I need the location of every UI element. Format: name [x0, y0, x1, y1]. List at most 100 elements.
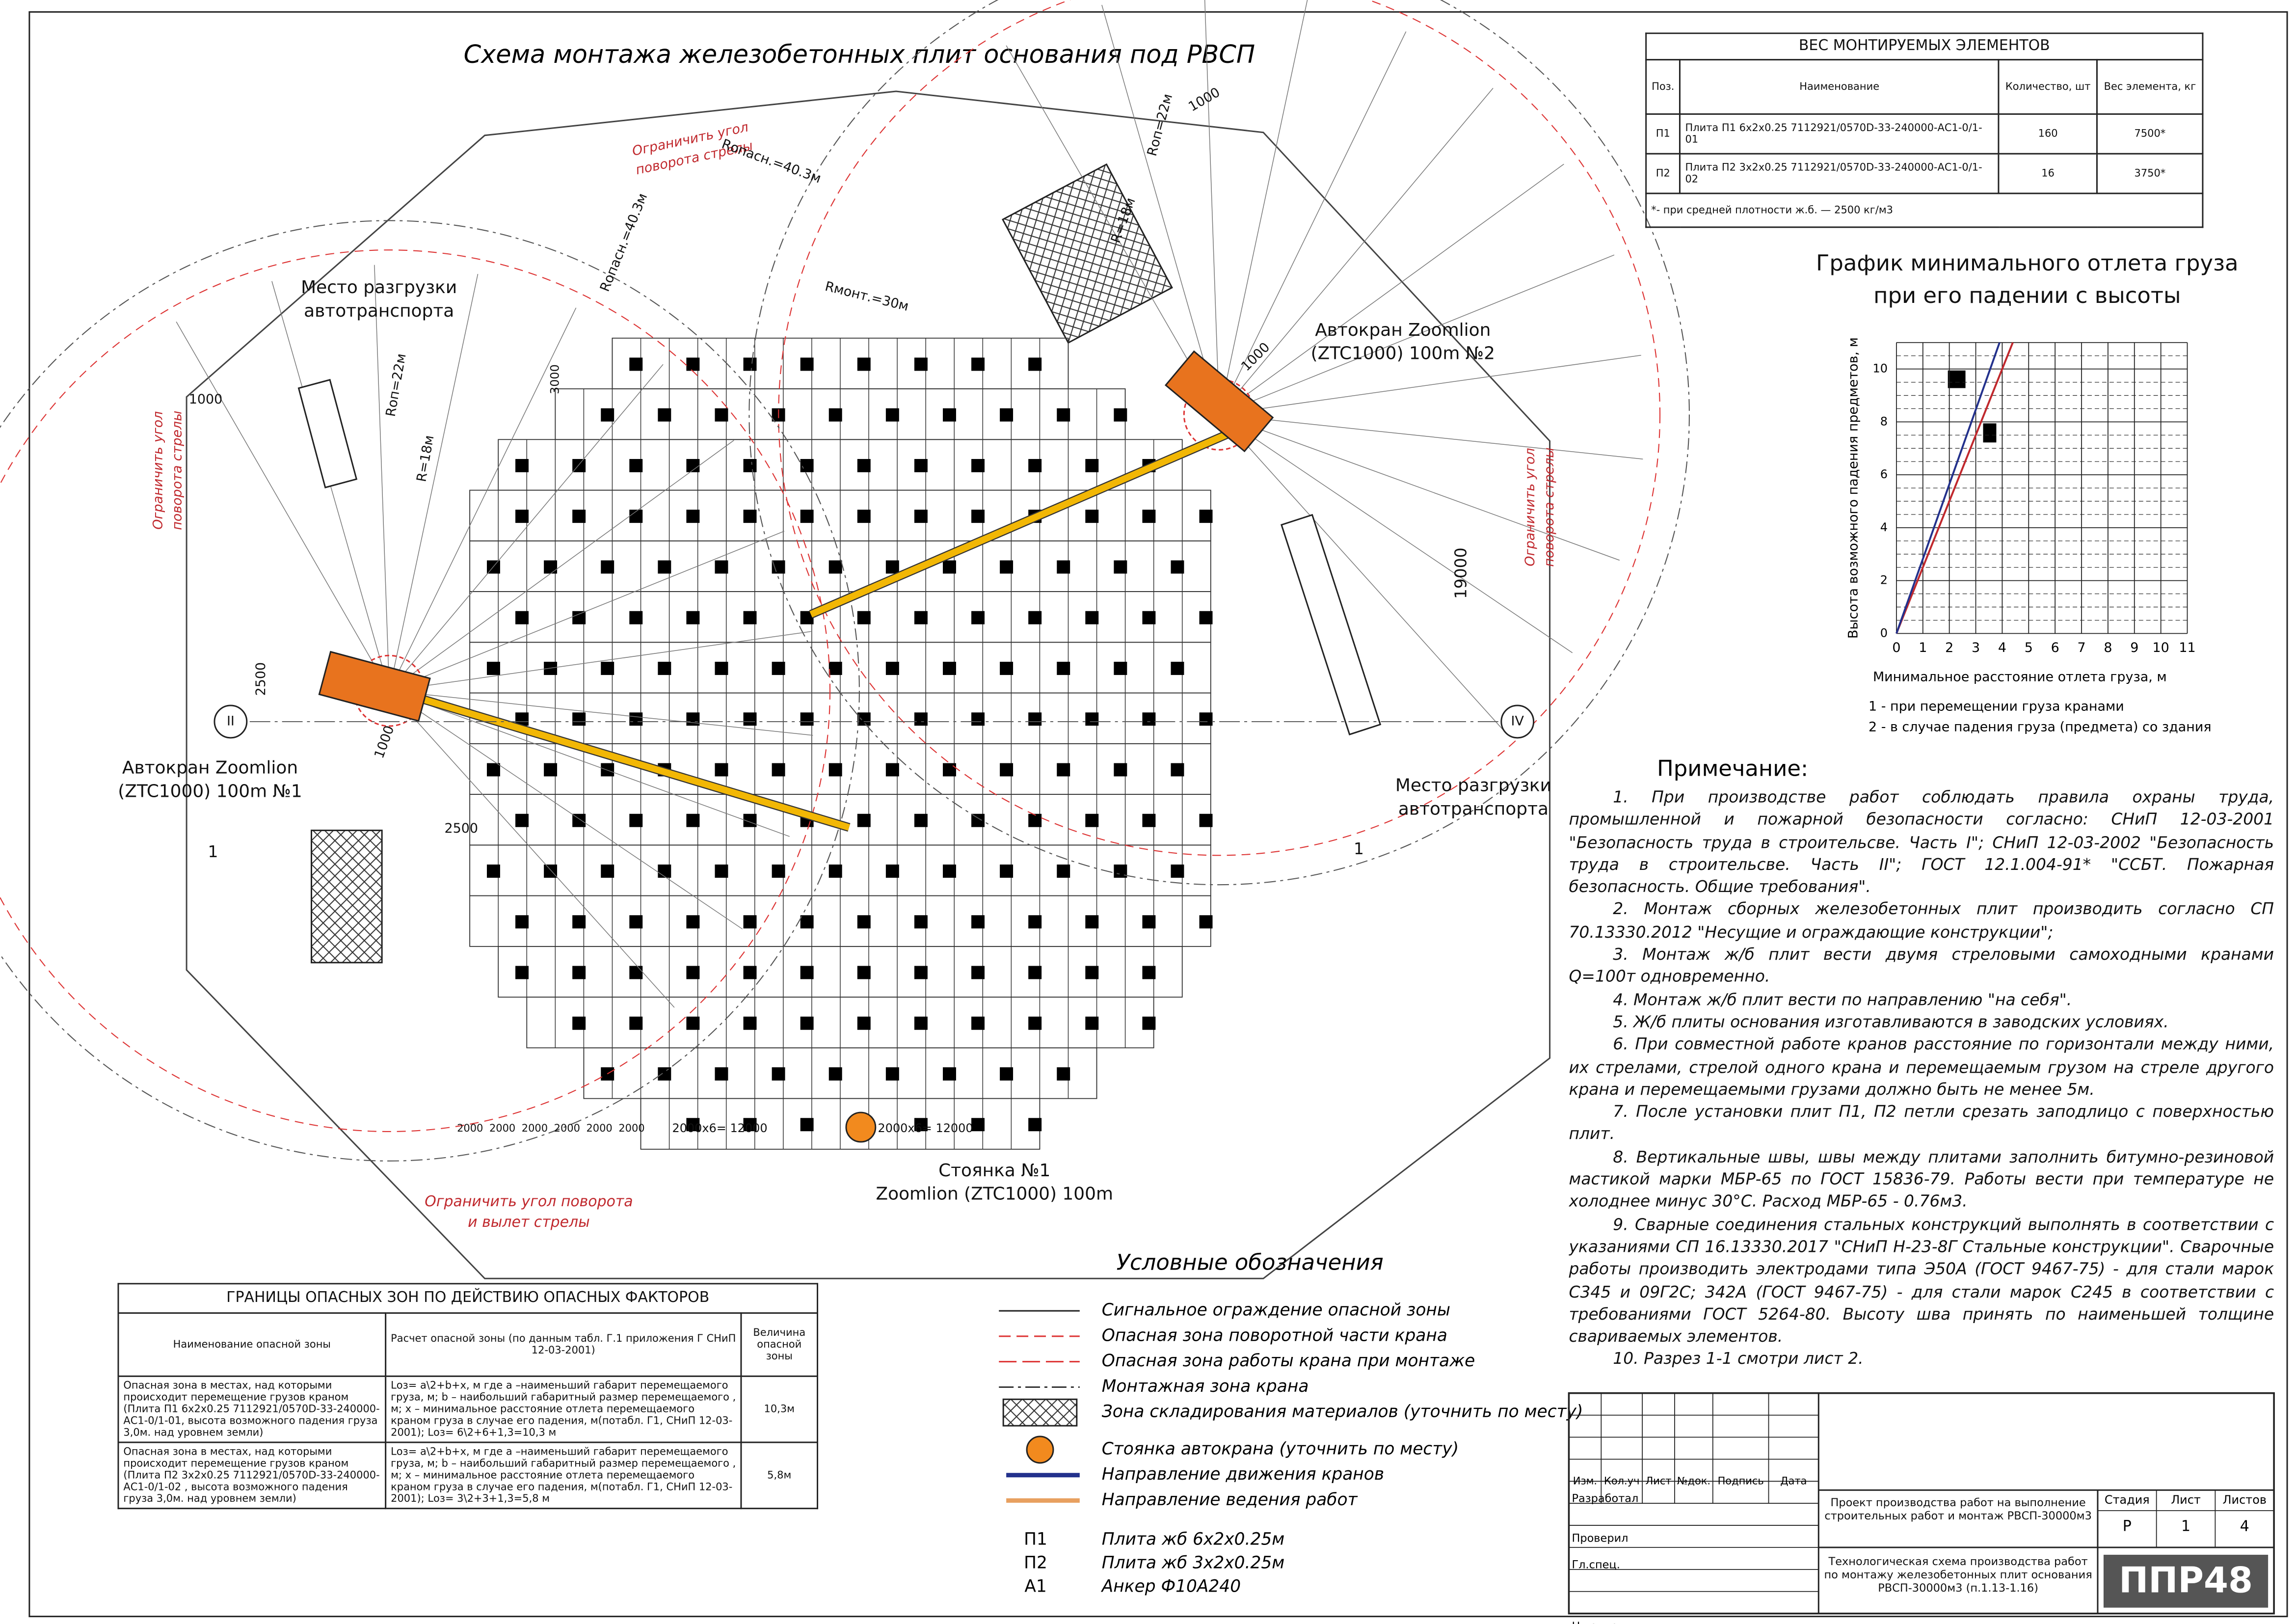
anchor-block: [743, 1118, 757, 1132]
anchor-block: [486, 763, 500, 777]
anchor-block: [914, 459, 928, 472]
anchor-block: [686, 611, 700, 624]
cell: 5,8м: [740, 1441, 819, 1510]
storage-zone: [311, 829, 383, 964]
anchor-block: [1028, 915, 1042, 929]
header-cell: Расчет опасной зоны (по данным табл. Г.1…: [385, 1312, 742, 1377]
anchor-block: [971, 510, 985, 523]
sector-ray: [1219, 88, 1494, 415]
block-role: Разработал: [1572, 1492, 1638, 1505]
anchor-block: [686, 510, 700, 523]
anchor-block: [629, 611, 643, 624]
x-tick-label: 7: [2077, 640, 2085, 655]
anchor-block: [971, 611, 985, 624]
anchor-block: [1199, 712, 1213, 726]
anchor-block: [772, 1067, 785, 1081]
block-header: №док.: [1677, 1475, 1710, 1487]
cell: Опасная зона в местах, над которыми прои…: [117, 1441, 387, 1510]
block-role: Гл.спец.: [1572, 1558, 1620, 1571]
table: Поз. Наименование Количество, шт Вес элемен…: [1645, 59, 2204, 228]
anchor-block: [515, 459, 529, 472]
data-line: [1896, 342, 2001, 634]
anchor-block: [1171, 661, 1184, 675]
cell: Lоз= a\2+b+x, м где а –наименьший габари…: [385, 1375, 742, 1443]
cell: 7500*: [2096, 113, 2204, 155]
anchor-block: [943, 661, 956, 675]
table-title: ВЕС МОНТИРУЕМЫХ ЭЛЕМЕНТОВ: [1645, 32, 2204, 59]
anchor-block: [658, 661, 671, 675]
block-header: Кол.уч: [1604, 1475, 1639, 1487]
header-cell: Наименование опасной зоны: [117, 1312, 387, 1377]
anchor-block: [1114, 408, 1127, 422]
weights-table: ВЕС МОНТИРУЕМЫХ ЭЛЕМЕНТОВ Поз. Наименовани…: [1645, 32, 2204, 228]
anchor-block: [715, 560, 728, 574]
anchor-block: [601, 864, 614, 878]
anchor-block: [743, 712, 757, 726]
anchor-block: [686, 915, 700, 929]
anchor-block: [828, 560, 842, 574]
zone-circle: [748, 0, 1690, 885]
legend-item: Зона складирования материалов (уточнить …: [1102, 1402, 1583, 1422]
sheet-title: Технологическая схема производства работ…: [1824, 1554, 2092, 1595]
anchor-block: [743, 459, 757, 472]
frame: [28, 11, 2288, 1618]
anchor-block: [1085, 611, 1099, 624]
note-item: 2. Монтаж сборных железобетонных плит пр…: [1569, 900, 2274, 942]
anchor-block: [686, 813, 700, 827]
sector-ray: [1219, 31, 1407, 415]
anchor-block: [1171, 763, 1184, 777]
stage-value: 1: [2181, 1518, 2190, 1535]
stage-header: Листов: [2223, 1493, 2267, 1507]
stage-header: Лист: [2171, 1493, 2201, 1507]
sector-ray: [389, 690, 790, 837]
header-cell: Количество, шт: [1998, 59, 2098, 115]
anchor-block: [914, 611, 928, 624]
anchor-block: [572, 611, 586, 624]
anchor-block: [658, 560, 671, 574]
anchor-block: [800, 459, 814, 472]
zone-circle: [0, 249, 830, 1132]
anchor-block: [800, 357, 814, 371]
stage-value: 4: [2240, 1518, 2249, 1535]
anchor-block: [1028, 611, 1042, 624]
legend-code: А1: [1024, 1576, 1046, 1596]
axis-bubble: [1500, 704, 1535, 739]
plan-label: 1: [208, 842, 218, 861]
plan-label: 3000: [548, 364, 561, 394]
plan-label: 2000х6= 12000: [878, 1121, 973, 1135]
anchor-block: [572, 915, 586, 929]
anchor-block: [658, 1067, 671, 1081]
anchor-block: [1114, 763, 1127, 777]
anchor-block: [629, 712, 643, 726]
anchor-block: [943, 408, 956, 422]
anchor-block: [1057, 560, 1070, 574]
note-item: 10. Разрез 1-1 смотри лист 2.: [1613, 1350, 1864, 1369]
legend-item: Стоянка автокрана (уточнить по месту): [1102, 1439, 1459, 1459]
header-cell: Величина опасной зоны: [740, 1312, 819, 1377]
anchor-block: [943, 560, 956, 574]
plan-label: II: [227, 713, 235, 729]
fall-chart: График минимального отлета груза при его…: [1816, 250, 2239, 734]
anchor-block: [1142, 1016, 1156, 1030]
anchor-block: [971, 915, 985, 929]
anchor-block: [1057, 864, 1070, 878]
project-box: Проект производства работ на выполнение …: [1824, 1496, 2092, 1522]
legend-symbol: [1026, 1435, 1054, 1464]
stage-header: Стадия: [2105, 1493, 2150, 1507]
sector-ray: [1219, 254, 1615, 415]
anchor-block: [658, 408, 671, 422]
sector-ray: [389, 531, 785, 691]
anchor-block: [629, 459, 643, 472]
anchor-block: [857, 712, 871, 726]
block-header: Изм.: [1573, 1475, 1597, 1487]
anchor-block: [1199, 813, 1213, 827]
anchor-block: [515, 813, 529, 827]
plan-label: 2000: [554, 1122, 580, 1134]
row: *- при средней плотности ж.б. — 2500 кг/…: [1645, 192, 2204, 228]
plan-label: автотранспорта: [304, 301, 454, 321]
y-tick-label: 0: [1880, 626, 1888, 640]
anchor-block: [572, 712, 586, 726]
crane-body: [318, 650, 431, 722]
note-item: 9. Сварные соединения стальных конструкц…: [1569, 1215, 2274, 1347]
anchor-block: [971, 459, 985, 472]
